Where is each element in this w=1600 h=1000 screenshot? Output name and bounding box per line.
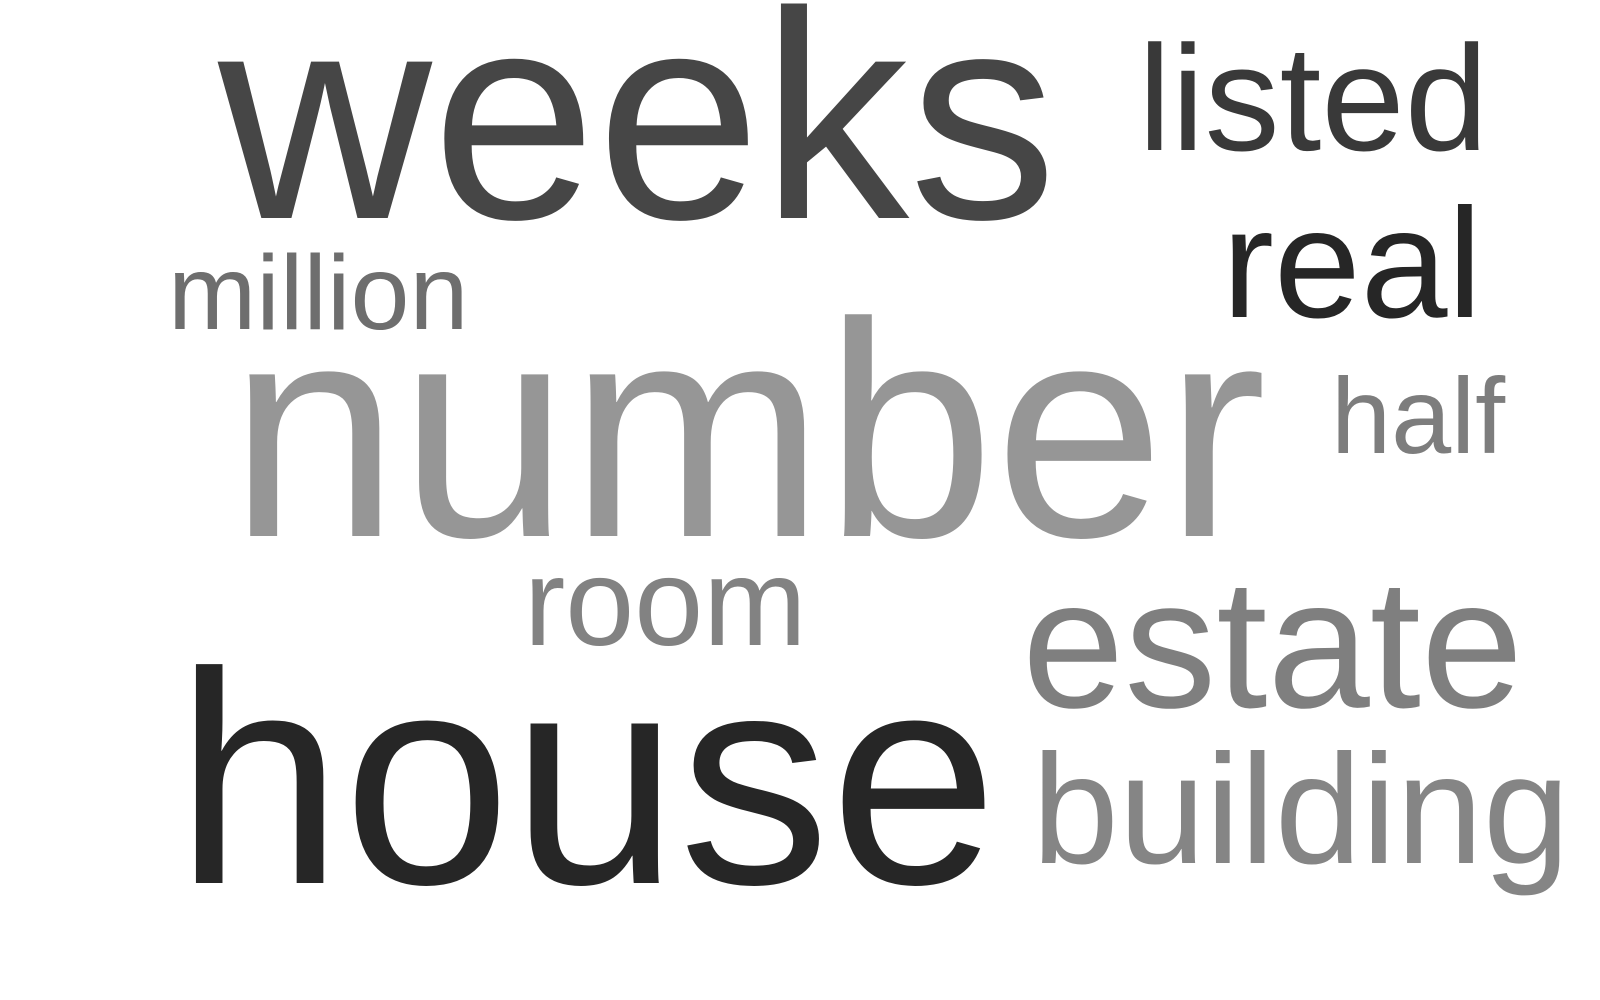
word-listed: listed [1138,14,1489,182]
word-room: room [524,534,807,672]
word-estate: estate [1022,540,1524,746]
word-house: house [175,610,998,947]
word-half: half [1331,355,1506,476]
word-building: building [1032,723,1570,897]
word-million: million [168,234,469,352]
word-real: real [1222,177,1483,351]
word-number: number [229,259,1267,601]
word-weeks: weeks [218,0,1058,281]
